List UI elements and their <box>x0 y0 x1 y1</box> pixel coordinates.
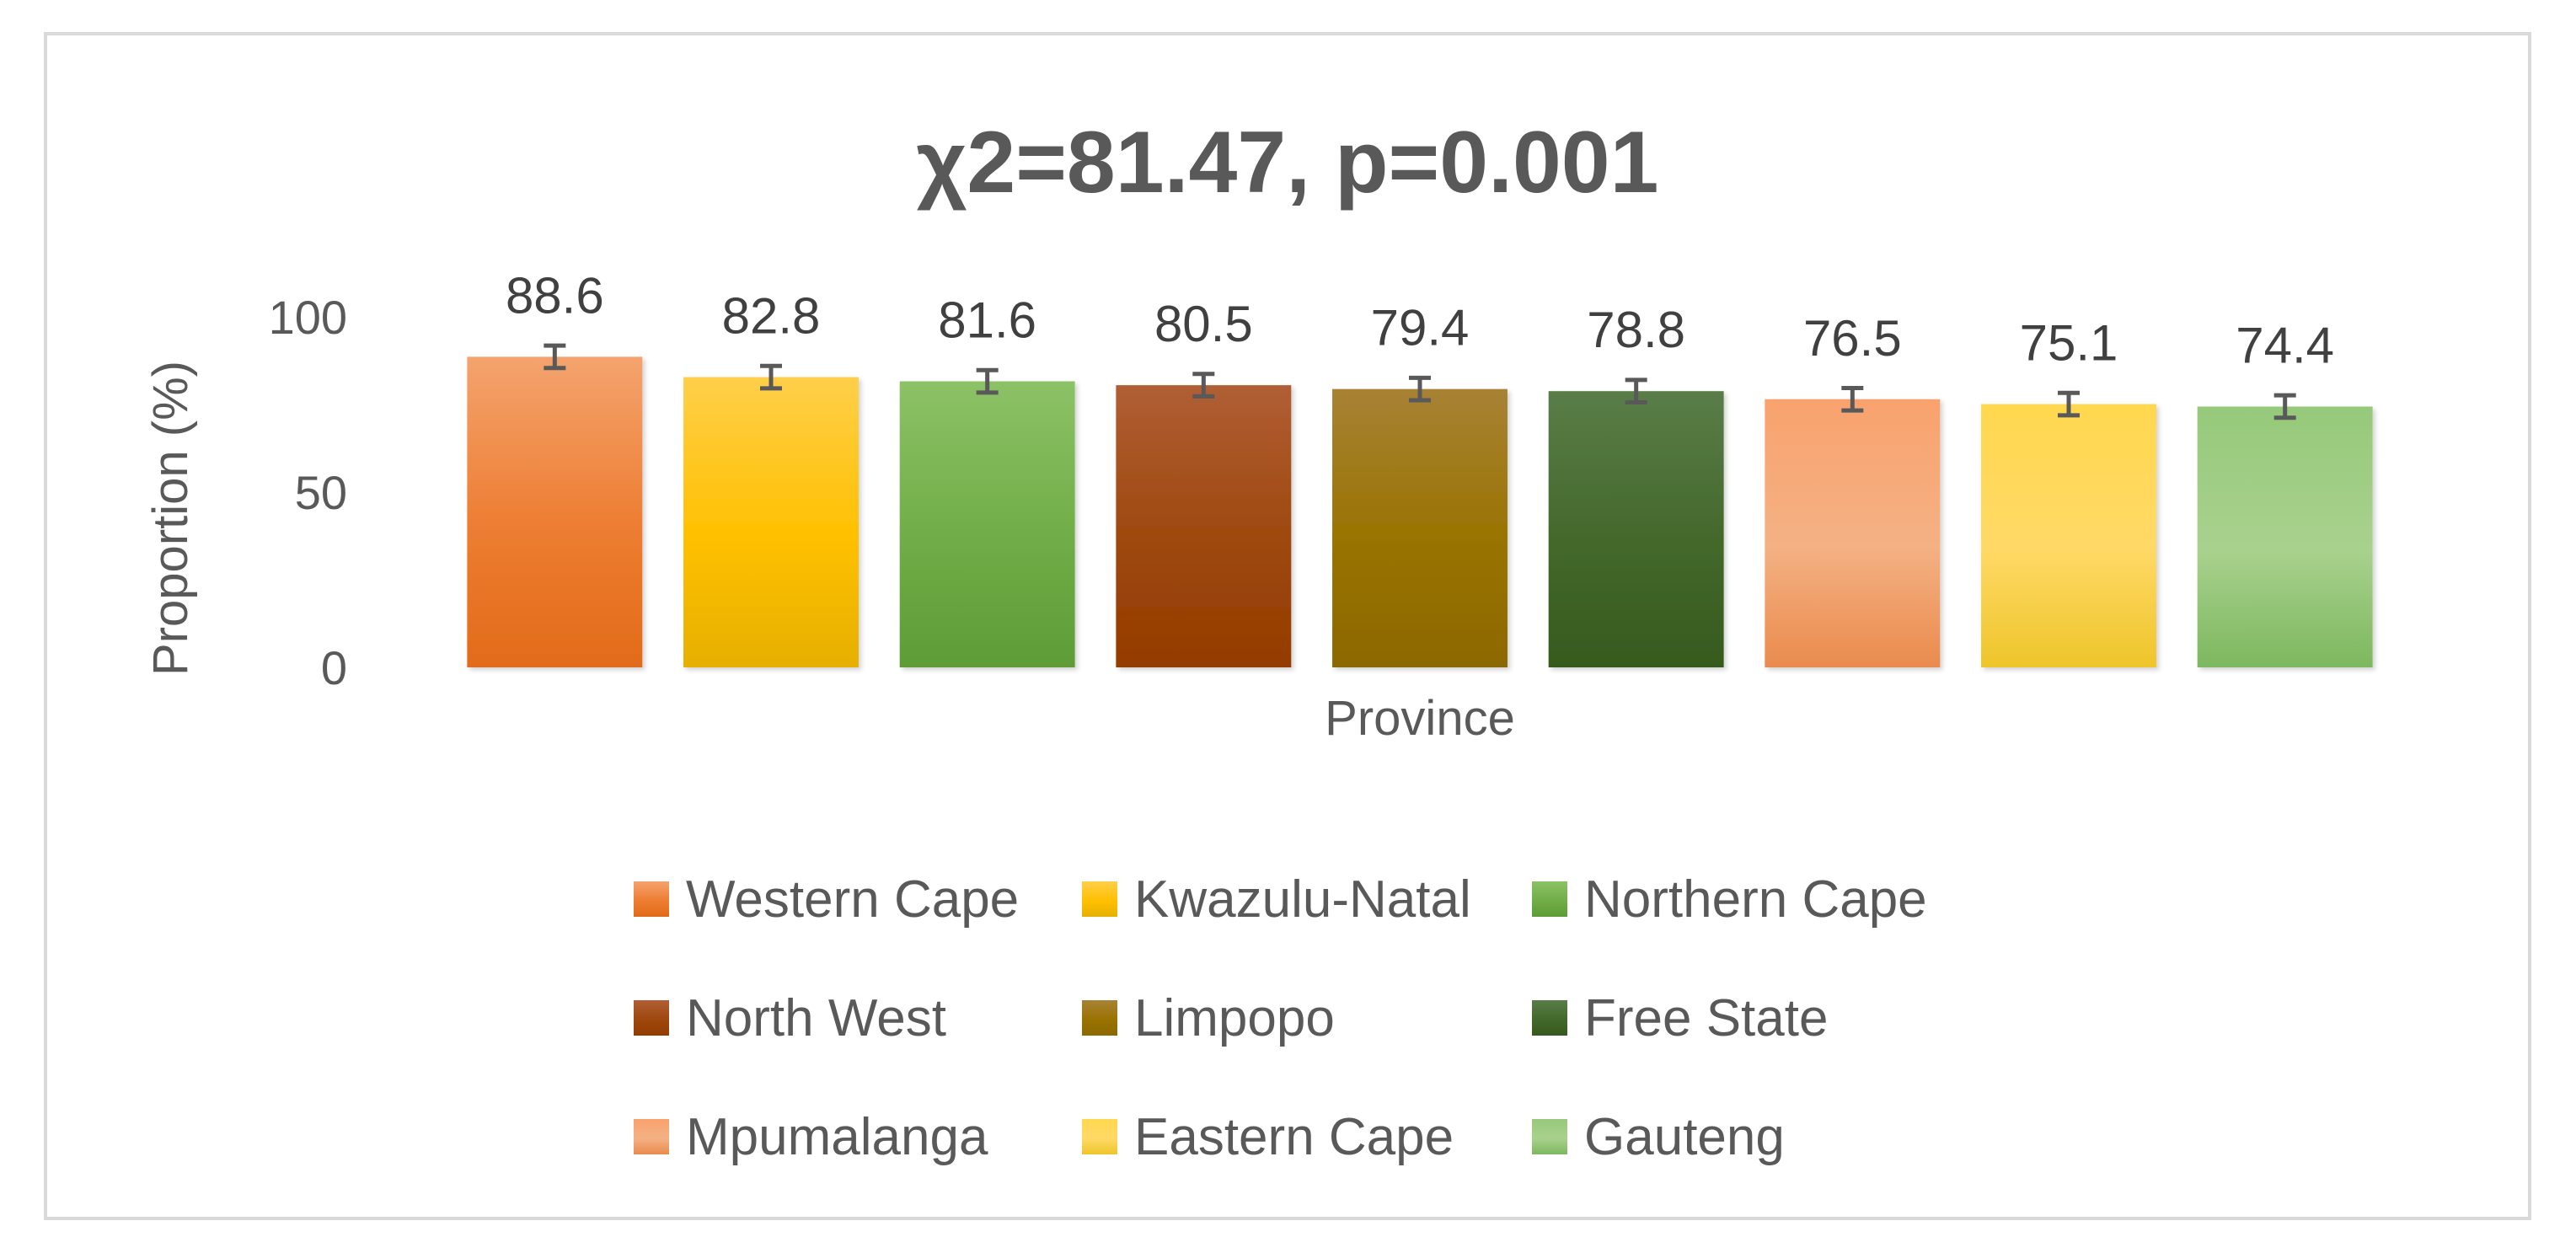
error-bar <box>1192 372 1215 399</box>
legend-item: Free State <box>1532 989 1828 1047</box>
legend-swatch <box>1082 1000 1117 1036</box>
data-label: 74.4 <box>2236 317 2334 373</box>
data-label: 80.5 <box>1154 296 1253 352</box>
chart-title: χ2=81.47, p=0.001 <box>916 114 1658 212</box>
y-axis-ticks: 0 50 100 <box>269 291 347 694</box>
data-labels: 88.6 82.8 81.6 80.5 79.4 78.8 76.5 75.1 74.4 <box>506 267 2334 373</box>
data-label: 75.1 <box>2020 315 2118 372</box>
bar-gauteng <box>2197 406 2373 667</box>
error-bar <box>760 363 782 391</box>
legend-swatch <box>1532 1000 1567 1036</box>
legend-item: Western Cape <box>634 870 1019 929</box>
y-tick-label: 0 <box>321 641 347 694</box>
data-label: 88.6 <box>506 267 604 324</box>
legend-label: North West <box>686 989 946 1047</box>
data-label: 78.8 <box>1587 302 1685 358</box>
bar-northern-cape <box>899 381 1075 667</box>
bars <box>467 343 2373 667</box>
legend-label: Kwazulu-Natal <box>1134 870 1471 929</box>
legend-swatch <box>1082 881 1117 917</box>
error-bar <box>1625 378 1647 405</box>
legend-swatch <box>1532 1119 1567 1154</box>
legend-item: Mpumalanga <box>634 1108 988 1166</box>
legend-swatch <box>634 1000 669 1036</box>
legend-label: Western Cape <box>686 870 1019 929</box>
legend-label: Eastern Cape <box>1134 1108 1454 1166</box>
y-axis-title: Proportion (%) <box>143 361 198 676</box>
y-tick-label: 100 <box>269 291 347 344</box>
y-tick-label: 50 <box>295 466 347 519</box>
error-bar <box>1841 385 1864 413</box>
bar-kwazulu-natal <box>683 377 859 667</box>
error-bar <box>2058 390 2080 418</box>
legend-item: Northern Cape <box>1532 870 1927 929</box>
error-bar <box>2273 393 2296 420</box>
legend-label: Northern Cape <box>1584 870 1927 929</box>
legend-item: Eastern Cape <box>1082 1108 1454 1166</box>
legend-swatch <box>1082 1119 1117 1154</box>
bar-eastern-cape <box>1981 404 2156 667</box>
legend-label: Limpopo <box>1134 989 1335 1047</box>
legend-item: Limpopo <box>1082 989 1335 1047</box>
bar-western-cape <box>467 356 643 667</box>
error-bar <box>976 367 999 395</box>
bar-free-state <box>1548 391 1724 667</box>
data-label: 81.6 <box>938 292 1036 349</box>
x-axis-title: Province <box>1325 691 1515 746</box>
legend-swatch <box>1532 881 1567 917</box>
error-bar <box>544 343 566 371</box>
legend-label: Mpumalanga <box>686 1108 988 1166</box>
legend-item: Gauteng <box>1532 1108 1785 1166</box>
legend-item: North West <box>634 989 946 1047</box>
legend-label: Gauteng <box>1584 1108 1785 1166</box>
legend-item: Kwazulu-Natal <box>1082 870 1471 929</box>
legend-label: Free State <box>1584 989 1828 1047</box>
data-label: 79.4 <box>1371 300 1470 356</box>
legend: Western Cape Kwazulu-Natal Northern Cape No… <box>634 870 1927 1166</box>
data-label: 76.5 <box>1803 310 1902 367</box>
bar-north-west <box>1116 385 1292 667</box>
legend-swatch <box>634 881 669 917</box>
bar-mpumalanga <box>1765 399 1941 667</box>
data-label: 82.8 <box>722 288 821 345</box>
legend-swatch <box>634 1119 669 1154</box>
bar-limpopo <box>1332 388 1508 667</box>
error-bar <box>1409 375 1431 403</box>
